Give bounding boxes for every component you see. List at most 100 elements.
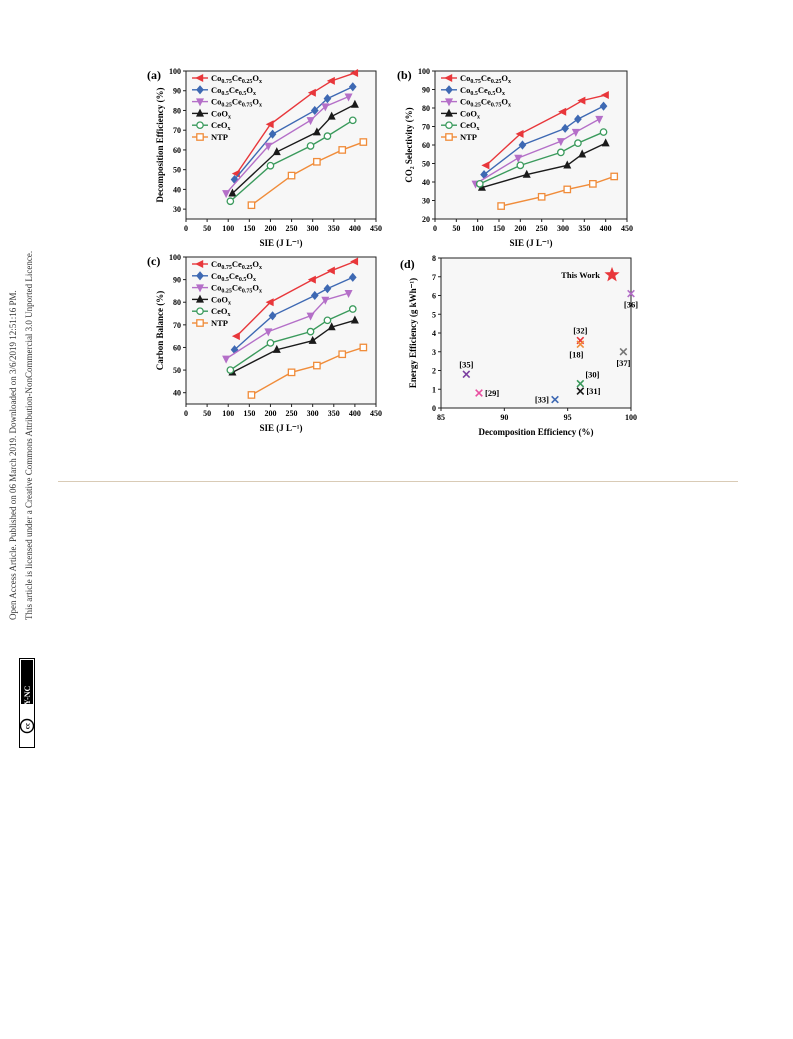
legend-subscript: 0.25 [221, 103, 232, 109]
legend-text: Co [460, 73, 470, 83]
data-point [323, 284, 332, 294]
data-point [323, 316, 332, 325]
data-point [348, 82, 357, 92]
panel-label: (c) [147, 254, 160, 268]
data-point [348, 116, 357, 125]
series-NTP [497, 172, 619, 210]
data-point [265, 298, 274, 307]
legend-entry: CeOx​ [192, 120, 231, 132]
cc-licence-badge[interactable]: cc BY-NC [19, 658, 35, 748]
legend-label: CeOx​ [211, 120, 231, 132]
legend-subscript: x [228, 300, 231, 306]
legend-text: Ce [232, 283, 242, 293]
x-tick-label: 200 [514, 224, 526, 233]
scatter-point: [31] [576, 386, 601, 396]
legend-text: Ce [232, 73, 242, 83]
x-axis-label: Decomposition Efficiency (%) [479, 427, 594, 437]
data-point [306, 117, 315, 126]
x-marker [462, 370, 471, 379]
y-tick-label: 2 [432, 367, 436, 376]
y-tick-label: 60 [422, 141, 430, 150]
panel-label: (b) [397, 68, 412, 82]
chart-panel-3: (d) 85 90 95 100 0 1 2 3 4 5 6 7 8 Decomposition Effic… [400, 254, 638, 437]
series-CeOx [226, 116, 357, 206]
panel-label: (a) [147, 68, 161, 82]
point-label: [18] [569, 349, 583, 359]
chart-panel-2: (c) 0 50 100 150 200 250 300 350 400 450 40 50 60 70 80… [147, 253, 382, 433]
y-tick-label: 80 [173, 106, 181, 115]
data-point [306, 312, 315, 321]
data-point [350, 257, 359, 266]
y-tick-label: 60 [173, 343, 181, 352]
plot-area [440, 257, 632, 409]
x-tick-label: 450 [621, 224, 633, 233]
data-point [578, 149, 587, 158]
legend-text: Co [211, 85, 221, 95]
legend-marker [195, 259, 204, 269]
legend-subscript: 0.75 [470, 79, 481, 85]
x-marker [627, 289, 635, 298]
series-Co0.5Ce0.5Ox [230, 82, 357, 185]
x-tick-label: 400 [600, 224, 612, 233]
y-tick-label: 90 [422, 86, 430, 95]
legend-subscript: 0.25 [470, 103, 481, 109]
series-Co0.25Ce0.75Ox [222, 289, 353, 364]
data-point [222, 190, 231, 199]
legend-subscript: x [253, 91, 256, 97]
y-tick-label: 50 [173, 166, 181, 175]
legend-text: O [252, 259, 259, 269]
data-point [310, 290, 319, 301]
legend-text: CoO [211, 294, 228, 304]
data-point [516, 161, 525, 170]
data-point [307, 88, 316, 97]
data-point [600, 91, 609, 100]
data-point [326, 76, 335, 85]
point-label: [29] [485, 388, 499, 398]
legend-entry: Co0.25​Ce0.75​Ox​ [192, 283, 262, 295]
data-point [264, 328, 273, 337]
legend-label: Co0.5​Ce0.5​Ox​ [460, 85, 505, 97]
chart-panel-0: (a) 0 50 100 150 200 250 300 350 400 450 30 40 50 60 70… [147, 67, 382, 248]
point-label: [35] [459, 359, 473, 369]
data-point [595, 115, 604, 124]
legend-text: Ce [232, 97, 242, 107]
series-NTP [247, 138, 368, 210]
legend-subscript: 0.5 [221, 277, 229, 283]
legend-text: Ce [481, 73, 491, 83]
y-tick-label: 5 [432, 310, 436, 319]
legend-entry: CoOx​ [192, 294, 231, 306]
scatter-point: [33] [535, 395, 559, 405]
data-point [327, 322, 336, 331]
data-point [571, 128, 580, 137]
data-point [350, 68, 359, 77]
legend-subscript: 0.75 [242, 103, 253, 109]
data-point [312, 127, 321, 136]
data-point [326, 266, 335, 275]
legend-entry: Co0.5​Ce0.5​Ox​ [192, 271, 256, 283]
legend-entry: Co0.5​Ce0.5​Ox​ [441, 85, 505, 97]
legend-text: CoO [211, 108, 228, 118]
data-point [497, 202, 505, 210]
scatter-point: [18] [569, 340, 585, 359]
legend-subscript: 0.5 [239, 277, 247, 283]
x-tick-label: 100 [472, 224, 484, 233]
series-CeOx [475, 128, 608, 188]
legend-label: Co0.75​Ce0.25​Ox​ [211, 73, 262, 85]
legend-text: O [246, 85, 253, 95]
legend-subscript: x [228, 312, 231, 318]
point-label: [30] [585, 370, 599, 380]
legend-subscript: 0.25 [242, 265, 253, 271]
legend-text: NTP [211, 132, 228, 142]
legend-text: Ce [229, 85, 239, 95]
legend-subscript: x [508, 79, 511, 85]
legend-text: O [501, 97, 508, 107]
data-point [272, 147, 281, 156]
point-label: This Work [561, 270, 600, 280]
legend-subscript: 0.75 [221, 265, 232, 271]
legend-marker [196, 271, 204, 281]
legend-text: Co [211, 97, 221, 107]
legend-subscript: 0.75 [242, 289, 253, 295]
legend-entry: CoOx​ [192, 108, 231, 120]
series-CoOx [228, 99, 359, 197]
y-tick-label: 30 [173, 205, 181, 214]
